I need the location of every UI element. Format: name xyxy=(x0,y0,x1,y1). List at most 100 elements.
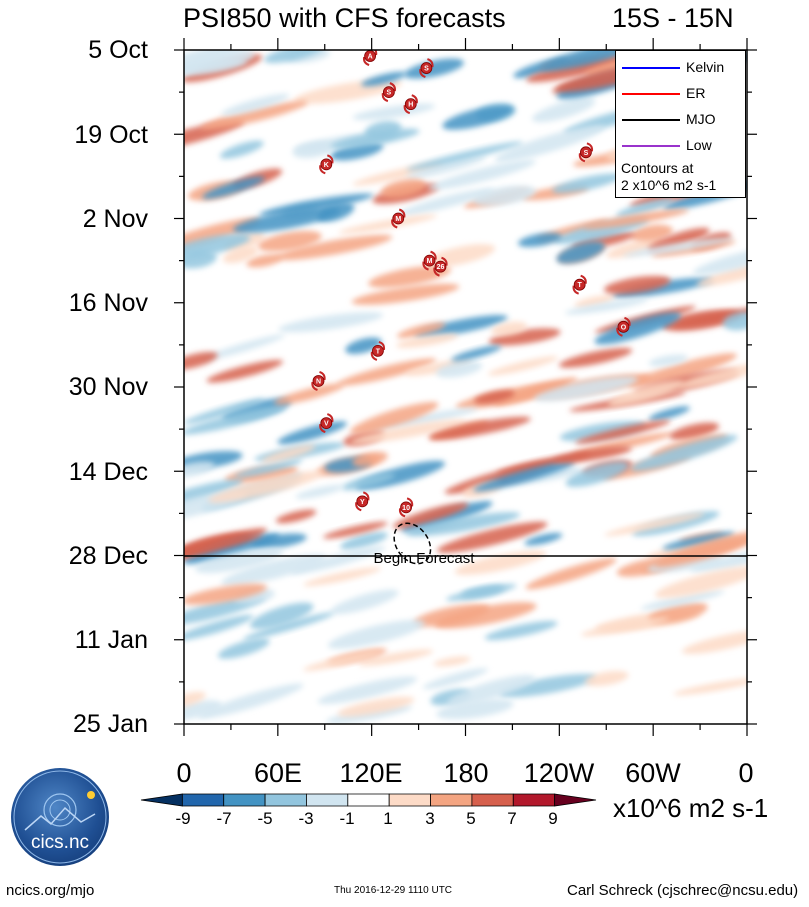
storm-marker: T xyxy=(370,340,386,361)
storm-label: K xyxy=(324,162,329,169)
storm-label: N xyxy=(316,378,321,385)
footer-url[interactable]: ncics.org/mjo xyxy=(6,882,95,899)
anomaly-patch xyxy=(224,465,299,484)
anomaly-patch xyxy=(534,376,638,402)
legend-label: Kelvin xyxy=(686,59,725,75)
anomaly-patch xyxy=(677,361,747,389)
storm-icon xyxy=(617,320,630,333)
storm-arm xyxy=(378,340,386,351)
anomaly-patch xyxy=(559,420,647,442)
anomaly-patch xyxy=(662,531,735,550)
anomaly-patch xyxy=(615,198,675,217)
anomaly-patch xyxy=(208,471,324,503)
colorbar-swatch xyxy=(140,793,183,807)
storm-arm xyxy=(441,256,448,266)
latitude-band-label: 15S - 15N xyxy=(612,3,734,33)
anomaly-patch xyxy=(184,533,264,563)
legend-label: MJO xyxy=(686,111,716,127)
anomaly-patch xyxy=(583,209,689,230)
legend-swatch xyxy=(622,145,680,147)
storm-arm xyxy=(319,371,326,381)
storm-marker: 26 xyxy=(433,256,448,277)
storm-arm xyxy=(398,208,406,218)
y-tick-label: 30 Nov xyxy=(68,373,148,401)
colorbar-tick-label: -9 xyxy=(175,809,191,828)
colorbar-tick-label: 9 xyxy=(548,809,558,828)
anomaly-patch xyxy=(433,656,471,667)
mjo-contour-group xyxy=(393,522,432,565)
storm-label: H xyxy=(408,102,413,109)
colorbar-tick-label: -1 xyxy=(339,809,355,828)
anomaly-patch xyxy=(584,670,629,687)
storm-marker: S xyxy=(578,142,594,163)
storm-marker: M xyxy=(391,208,406,229)
storm-label: S xyxy=(584,150,589,157)
anomaly-patch xyxy=(447,674,535,706)
storm-arm xyxy=(580,274,587,284)
storm-icon xyxy=(573,278,586,291)
storm-icon xyxy=(580,146,592,159)
anomaly-patch xyxy=(350,402,439,434)
storm-icon xyxy=(356,495,369,508)
storm-arm xyxy=(422,261,429,271)
storm-marker: M xyxy=(422,250,437,271)
storm-label: S xyxy=(424,66,429,73)
storm-arm xyxy=(319,165,326,175)
anomaly-patch xyxy=(565,461,630,488)
storm-arm xyxy=(572,285,580,295)
storm-icon xyxy=(434,260,447,273)
anomaly-patch xyxy=(303,650,381,671)
storm-label: 26 xyxy=(437,264,445,271)
colorbar-swatch xyxy=(223,793,266,807)
anomaly-patch xyxy=(524,532,563,546)
anomaly-patch xyxy=(627,353,738,388)
storm-arm xyxy=(578,153,586,163)
y-tick-label: 5 Oct xyxy=(88,36,148,64)
anomaly-patch xyxy=(451,345,502,362)
storm-icon xyxy=(312,375,325,387)
legend-entry-low: Low xyxy=(616,136,745,156)
anomaly-patch xyxy=(630,224,673,242)
anomaly-patch xyxy=(397,188,495,216)
anomaly-patch xyxy=(368,265,451,288)
y-tick-label: 2 Nov xyxy=(82,205,148,233)
storm-marker: Y xyxy=(355,491,370,512)
anomaly-patch xyxy=(564,298,648,315)
x-tick-label: 120W xyxy=(523,758,595,788)
anomaly-patch xyxy=(330,128,420,149)
colorbar-tick-label: 5 xyxy=(466,809,476,828)
cicsnc-logo[interactable]: cics.nc xyxy=(11,768,109,866)
storm-icon xyxy=(320,417,333,430)
footer-author: Carl Schreck (cjschrec@ncsu.edu) xyxy=(567,882,799,899)
anomaly-patch xyxy=(200,334,286,361)
anomaly-patch xyxy=(413,604,490,627)
anomaly-patch xyxy=(531,98,596,123)
mjo-contour xyxy=(393,522,432,565)
anomaly-patch xyxy=(184,233,251,258)
anomaly-patch xyxy=(404,58,464,79)
colorbar-swatch xyxy=(430,793,473,807)
anomaly-patch xyxy=(246,254,282,268)
storm-marker: H xyxy=(403,94,418,115)
anomaly-patch xyxy=(323,521,388,539)
anomaly-patch xyxy=(428,416,531,440)
anomaly-patch xyxy=(184,406,287,435)
anomaly-patch xyxy=(184,217,261,254)
legend-label: ER xyxy=(686,85,706,101)
storm-arm xyxy=(433,267,440,277)
anomaly-patch xyxy=(526,55,633,83)
y-tick-label: 19 Oct xyxy=(74,121,148,149)
storm-icon xyxy=(392,212,405,225)
anomaly-patch xyxy=(340,531,388,550)
anomaly-patch xyxy=(575,420,671,444)
anomaly-patch xyxy=(494,125,605,163)
contour-note-line: 2 x10^6 m2 s-1 xyxy=(621,177,717,193)
colorbar-tick-label: -5 xyxy=(257,809,273,828)
storm-arm xyxy=(326,413,334,423)
anomaly-patch xyxy=(351,283,460,305)
anomaly-patch xyxy=(200,100,308,130)
storm-marker: O xyxy=(616,316,631,337)
anomaly-patch xyxy=(264,50,326,64)
anomaly-patch xyxy=(330,589,399,615)
